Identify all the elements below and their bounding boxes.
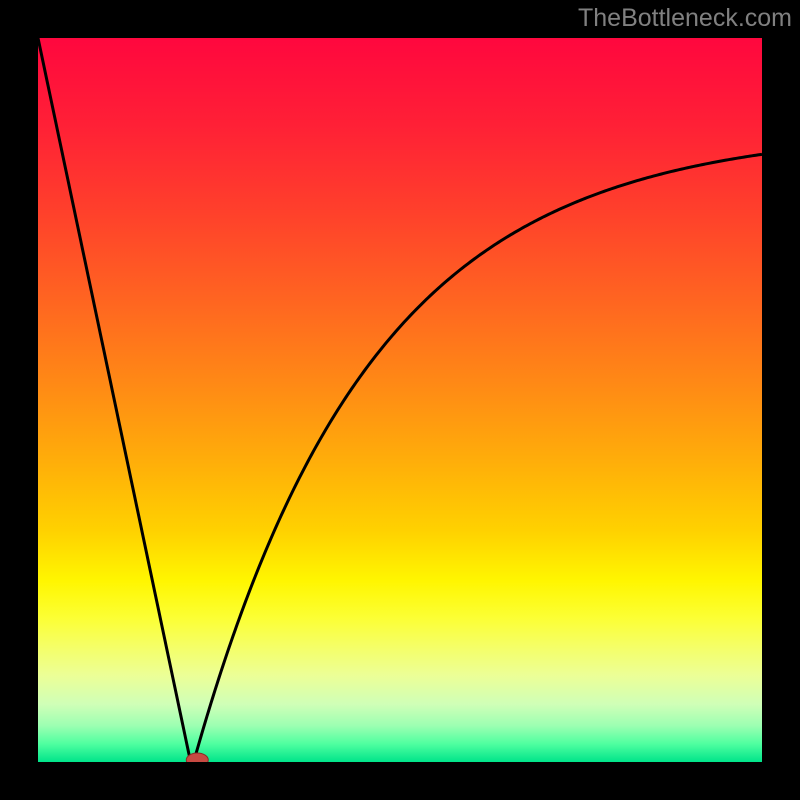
bottleneck-chart-svg — [0, 0, 800, 800]
chart-plot-area — [38, 38, 762, 762]
bottleneck-chart-container: { "watermark": "TheBottleneck.com", "cha… — [0, 0, 800, 800]
watermark-text: TheBottleneck.com — [578, 4, 792, 33]
